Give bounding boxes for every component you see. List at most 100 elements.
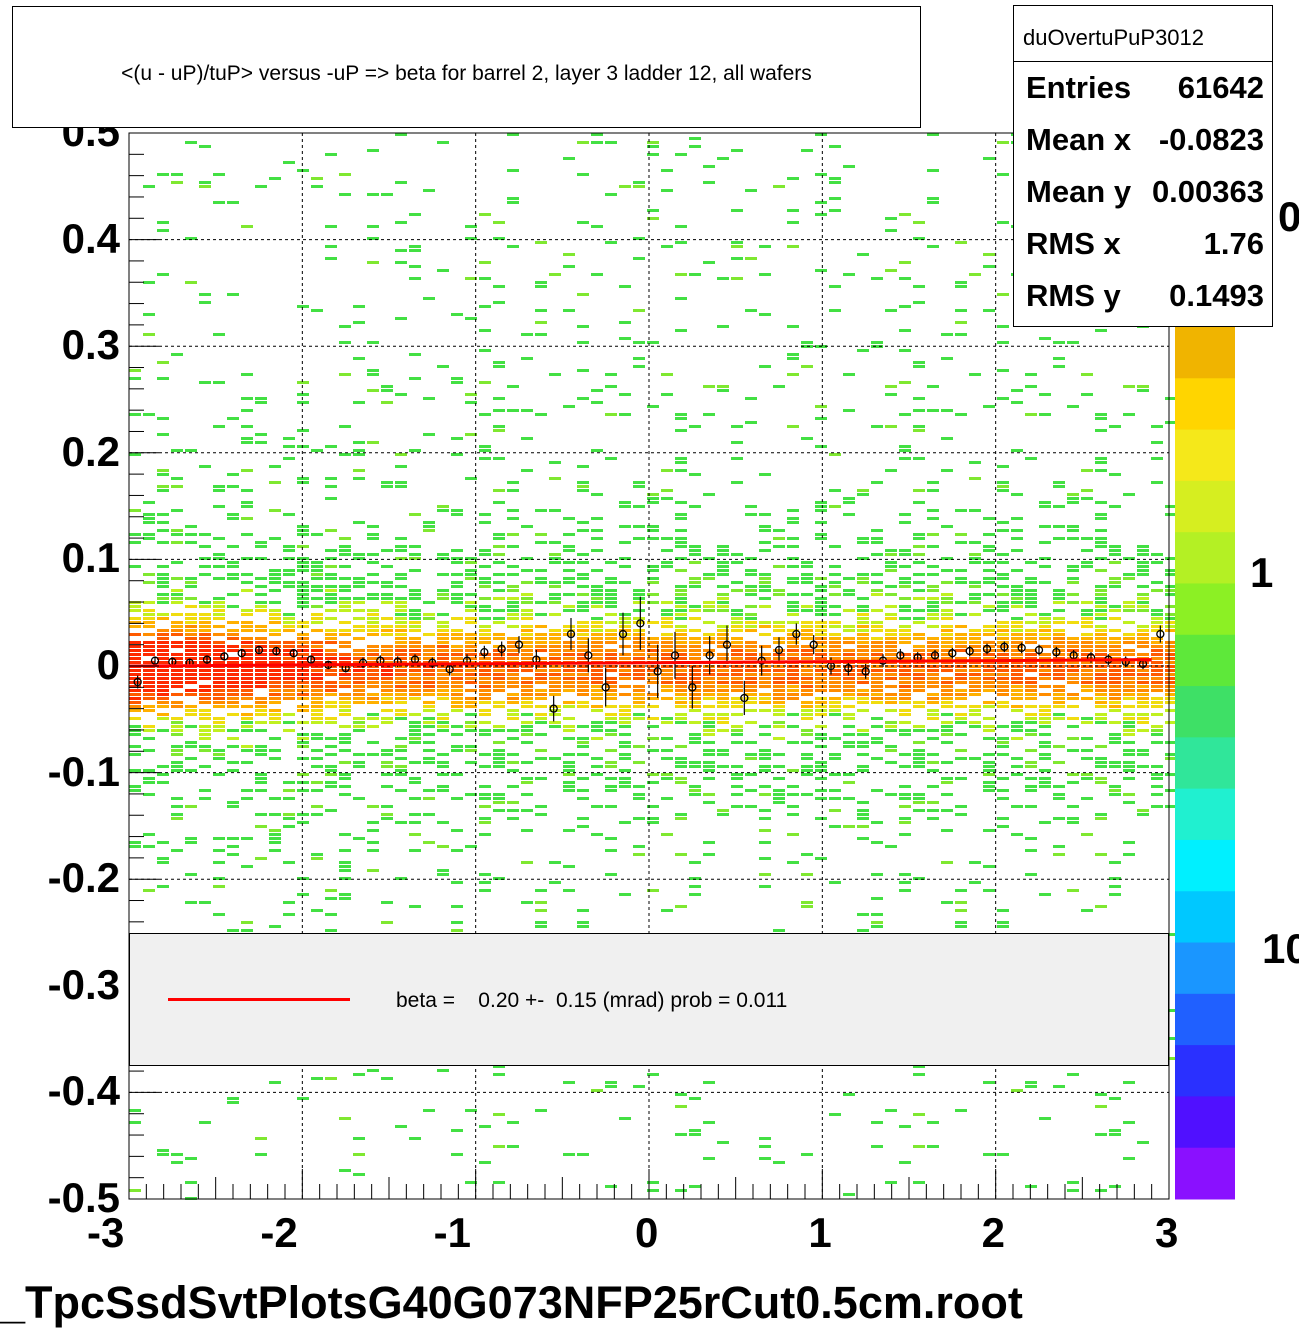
heatmap-cell	[423, 397, 435, 400]
heatmap-cell	[1123, 577, 1135, 580]
heatmap-cell	[899, 793, 911, 796]
heatmap-cell	[451, 313, 463, 316]
heatmap-cell	[745, 753, 757, 756]
heatmap-cell	[381, 661, 393, 664]
heatmap-cell	[647, 637, 659, 640]
heatmap-cell	[171, 729, 183, 732]
heatmap-cell	[1039, 713, 1051, 716]
heatmap-cell	[157, 433, 169, 436]
heatmap-cell	[955, 645, 967, 648]
heatmap-cell	[339, 601, 351, 604]
heatmap-cell	[983, 1081, 995, 1084]
heatmap-cell	[213, 661, 225, 664]
heatmap-cell	[283, 653, 295, 656]
heatmap-cell	[563, 533, 575, 536]
heatmap-cell	[577, 693, 589, 696]
heatmap-cell	[899, 277, 911, 280]
heatmap-cell	[437, 1069, 449, 1072]
heatmap-cell	[297, 653, 309, 656]
heatmap-cell	[815, 637, 827, 640]
heatmap-cell	[969, 553, 981, 556]
heatmap-cell	[633, 341, 645, 344]
heatmap-cell	[983, 673, 995, 676]
heatmap-cell	[339, 537, 351, 540]
heatmap-cell	[1081, 665, 1093, 668]
heatmap-cell	[633, 257, 645, 260]
heatmap-cell	[801, 701, 813, 704]
heatmap-cell	[381, 697, 393, 700]
heatmap-cell	[451, 689, 463, 692]
heatmap-cell	[969, 477, 981, 480]
heatmap-cell	[633, 633, 645, 636]
heatmap-cell	[549, 645, 561, 648]
heatmap-cell	[689, 641, 701, 644]
heatmap-cell	[493, 637, 505, 640]
heatmap-cell	[871, 593, 883, 596]
heatmap-cell	[661, 245, 673, 248]
heatmap-cell	[1053, 685, 1065, 688]
heatmap-cell	[185, 745, 197, 748]
heatmap-cell	[465, 477, 477, 480]
heatmap-cell	[759, 621, 771, 624]
heatmap-cell	[1137, 749, 1149, 752]
heatmap-cell	[353, 609, 365, 612]
heatmap-cell	[773, 669, 785, 672]
heatmap-cell	[913, 597, 925, 600]
heatmap-cell	[633, 853, 645, 856]
heatmap-cell	[633, 525, 645, 528]
heatmap-cell	[325, 549, 337, 552]
heatmap-cell	[535, 637, 547, 640]
heatmap-cell	[521, 653, 533, 656]
heatmap-cell	[381, 701, 393, 704]
heatmap-cell	[997, 141, 1009, 144]
heatmap-cell	[619, 613, 631, 616]
heatmap-cell	[493, 537, 505, 540]
heatmap-cell	[465, 609, 477, 612]
heatmap-cell	[227, 417, 239, 420]
heatmap-cell	[171, 529, 183, 532]
heatmap-cell	[353, 581, 365, 584]
palette-swatch	[1175, 327, 1235, 379]
heatmap-cell	[577, 665, 589, 668]
heatmap-cell	[773, 737, 785, 740]
heatmap-cell	[241, 745, 253, 748]
heatmap-cell	[801, 149, 813, 152]
heatmap-cell	[1011, 673, 1023, 676]
heatmap-cell	[871, 581, 883, 584]
heatmap-cell	[1039, 785, 1051, 788]
heatmap-cell	[199, 637, 211, 640]
heatmap-cell	[759, 681, 771, 684]
heatmap-cell	[395, 481, 407, 484]
heatmap-cell	[885, 701, 897, 704]
heatmap-cell	[563, 673, 575, 676]
heatmap-cell	[927, 625, 939, 628]
heatmap-cell	[955, 509, 967, 512]
heatmap-cell	[1053, 705, 1065, 708]
heatmap-cell	[521, 629, 533, 632]
heatmap-cell	[997, 741, 1009, 744]
heatmap-cell	[325, 693, 337, 696]
profile-point	[254, 645, 264, 655]
heatmap-cell	[353, 677, 365, 680]
heatmap-cell	[899, 785, 911, 788]
heatmap-cell	[591, 133, 603, 136]
heatmap-cell	[997, 817, 1009, 820]
heatmap-cell	[927, 609, 939, 612]
heatmap-cell	[451, 709, 463, 712]
heatmap-cell	[955, 749, 967, 752]
heatmap-cell	[745, 505, 757, 508]
heatmap-cell	[899, 797, 911, 800]
heatmap-cell	[493, 793, 505, 796]
heatmap-cell	[815, 857, 827, 860]
heatmap-cell	[185, 669, 197, 672]
heatmap-cell	[927, 729, 939, 732]
heatmap-cell	[675, 765, 687, 768]
heatmap-cell	[717, 601, 729, 604]
heatmap-cell	[801, 437, 813, 440]
heatmap-cell	[829, 637, 841, 640]
heatmap-cell	[381, 633, 393, 636]
heatmap-cell	[1067, 1073, 1079, 1076]
heatmap-cell	[1109, 681, 1121, 684]
heatmap-cell	[1067, 405, 1079, 408]
heatmap-cell	[815, 613, 827, 616]
